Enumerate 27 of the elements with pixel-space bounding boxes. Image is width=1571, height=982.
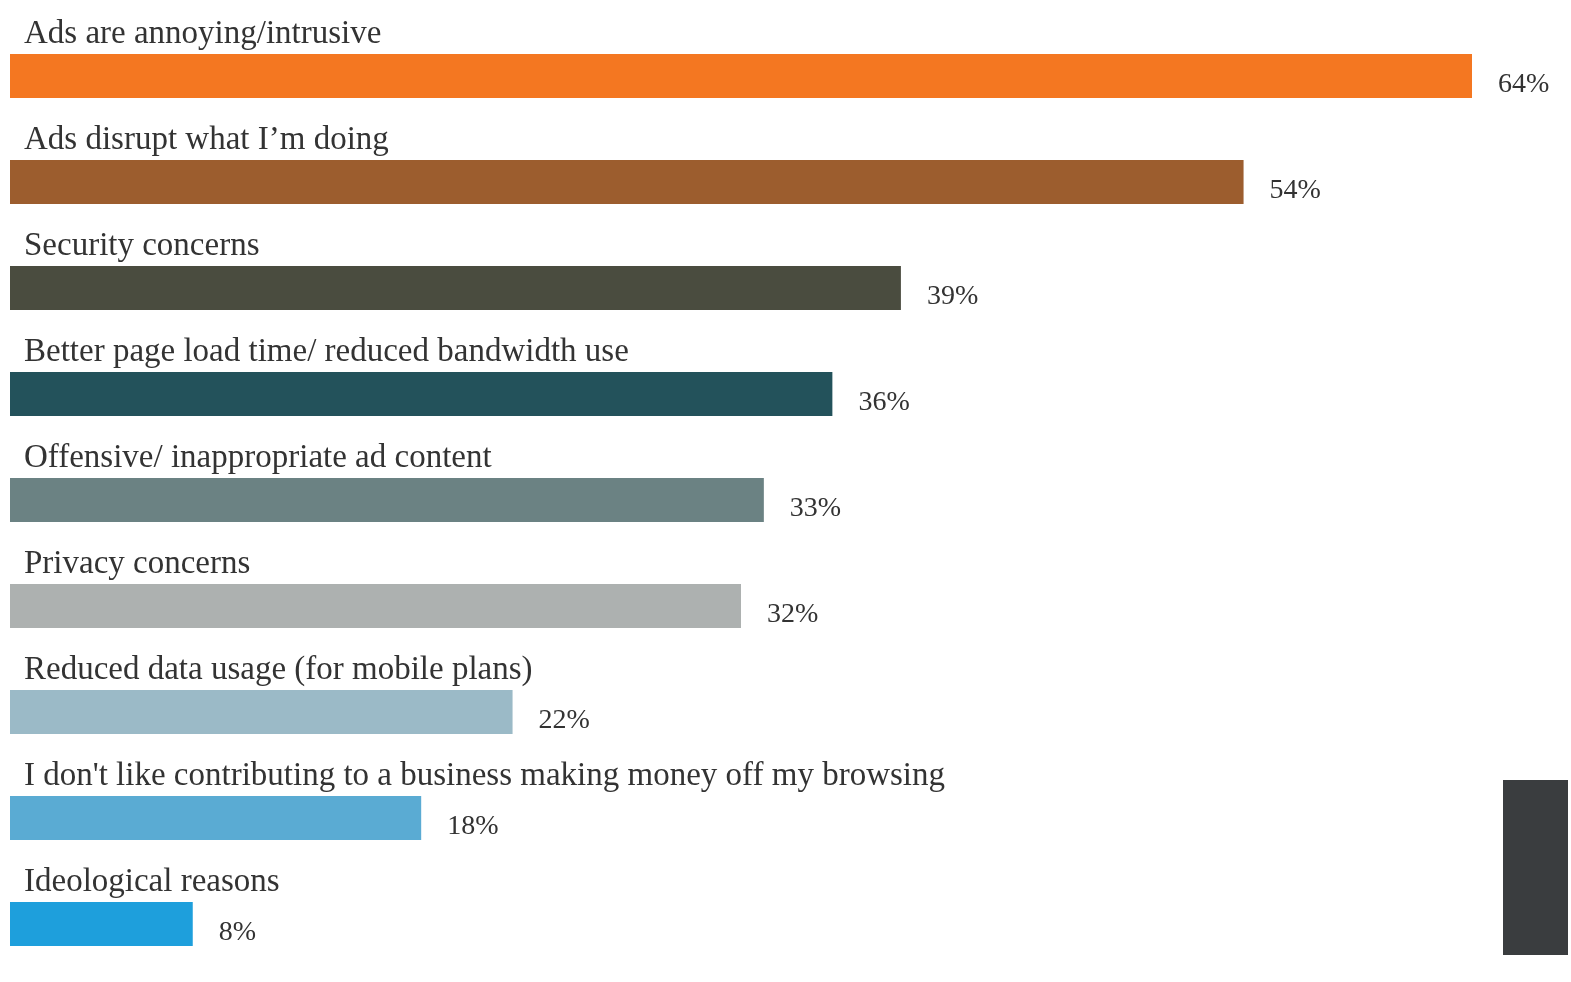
y-tick-label: Reduced data usage (for mobile plans) xyxy=(24,649,533,687)
y-tick-label: I don't like contributing to a business making money off my browsing xyxy=(24,755,945,792)
y-tick-label: Ads are annoying/intrusive xyxy=(24,13,382,50)
y-tick-label: Ideological reasons xyxy=(24,861,280,898)
data-label: 39% xyxy=(926,278,979,310)
bar xyxy=(10,266,901,310)
bar xyxy=(10,478,764,522)
bar xyxy=(10,902,193,946)
bar xyxy=(10,690,513,734)
y-tick-label: Better page load time/ reduced bandwidth use xyxy=(24,331,629,368)
y-tick-label: Ads disrupt what I’m doing xyxy=(24,119,389,156)
data-label: 8% xyxy=(218,914,257,946)
data-label: 32% xyxy=(767,596,819,628)
bar xyxy=(10,372,833,416)
bar xyxy=(10,54,1472,98)
bar xyxy=(10,584,741,628)
data-label: 22% xyxy=(538,702,590,734)
bar xyxy=(10,160,1244,204)
bar xyxy=(10,796,422,840)
data-label: 54% xyxy=(1269,172,1321,204)
data-label: 18% xyxy=(447,808,499,840)
y-tick-label: Privacy concerns xyxy=(24,543,251,580)
y-tick-label: Security concerns xyxy=(24,225,260,262)
data-label: 33% xyxy=(789,490,842,522)
y-tick-label: Offensive/ inappropriate ad content xyxy=(24,437,492,474)
data-label: 64% xyxy=(1498,66,1550,98)
data-label: 36% xyxy=(858,384,910,416)
